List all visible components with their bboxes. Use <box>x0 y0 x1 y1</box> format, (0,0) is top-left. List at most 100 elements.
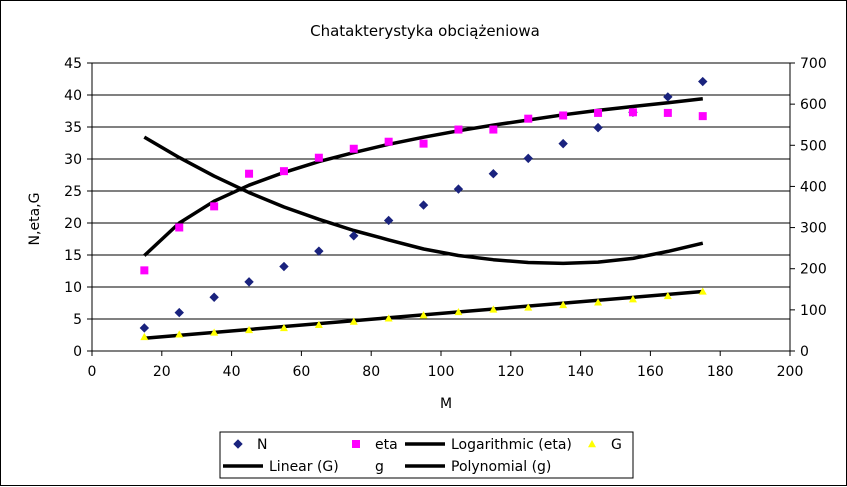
y-tick-label: 35 <box>64 120 82 136</box>
y-tick-label: 20 <box>64 216 82 232</box>
point-eta <box>454 125 463 134</box>
y-tick-label: 40 <box>64 88 82 104</box>
legend-marker-g <box>588 440 596 448</box>
point-n <box>523 153 533 164</box>
point-n <box>558 138 568 149</box>
point-g <box>419 311 428 319</box>
x-axis-label: M <box>440 396 452 412</box>
chart-title: Chatakterystyka obciążeniowa <box>310 22 540 40</box>
x-tick-label: 80 <box>362 364 380 380</box>
legend-label: eta <box>375 437 398 453</box>
point-g <box>279 323 288 332</box>
point-eta <box>210 202 219 211</box>
point-eta <box>489 125 498 134</box>
legend-label: G <box>611 437 622 453</box>
point-eta <box>140 266 149 275</box>
point-g <box>698 287 707 295</box>
point-n <box>349 231 359 241</box>
point-n <box>488 169 499 179</box>
y-tick-label: 25 <box>64 184 82 200</box>
x-tick-label: 60 <box>292 364 310 380</box>
trendlines <box>143 97 704 340</box>
x-tick-label: 160 <box>637 364 664 380</box>
point-eta <box>594 108 603 117</box>
point-g <box>524 303 533 311</box>
point-eta <box>349 144 358 153</box>
y2-tick-label: 700 <box>800 56 827 72</box>
legend-marker-eta <box>352 440 360 448</box>
trendline-logarithmic-eta <box>143 97 703 257</box>
point-g <box>454 307 463 316</box>
point-n <box>593 122 603 133</box>
legend-label: Logarithmic (eta) <box>451 437 572 453</box>
y-tick-label: 5 <box>73 312 82 328</box>
x-tick-label: 180 <box>707 364 734 380</box>
x-tick-label: 200 <box>777 364 804 380</box>
point-n <box>139 323 150 333</box>
point-g <box>628 295 637 303</box>
legend-label: Polynomial (g) <box>451 459 551 475</box>
point-n <box>279 261 289 272</box>
y2-tick-label: 600 <box>800 97 827 113</box>
point-eta <box>524 114 533 123</box>
point-n <box>383 215 394 226</box>
point-eta <box>314 153 323 162</box>
x-tick-label: 40 <box>223 364 241 380</box>
x-tick-label: 100 <box>428 364 455 380</box>
point-g <box>245 325 254 334</box>
y2-tick-labels: 0 100 200 300 400 500 600 700 <box>800 56 827 360</box>
axes <box>87 62 795 356</box>
y-axis-label: N,eta,G <box>27 193 43 246</box>
y2-tick-label: 400 <box>800 179 827 195</box>
point-g <box>663 291 672 300</box>
point-n <box>453 184 464 194</box>
y-tick-label: 10 <box>64 280 82 296</box>
point-g <box>594 298 603 306</box>
x-tick-labels: 0 20 40 60 80 100 120 140 160 180 200 <box>88 364 804 380</box>
point-eta <box>245 169 254 178</box>
x-tick-label: 140 <box>567 364 594 380</box>
y2-tick-label: 200 <box>800 262 827 278</box>
point-eta <box>698 112 707 121</box>
point-g <box>140 332 149 341</box>
point-g <box>210 328 219 336</box>
y2-tick-label: 500 <box>800 138 827 154</box>
x-tick-label: 20 <box>153 364 171 380</box>
point-eta <box>419 139 428 148</box>
x-tick-label: 120 <box>497 364 524 380</box>
point-n <box>418 200 429 210</box>
point-eta <box>175 223 184 232</box>
legend-label: N <box>257 437 267 453</box>
point-g <box>175 330 184 338</box>
point-eta <box>279 167 288 176</box>
legend-box <box>219 431 634 479</box>
point-g <box>559 300 568 309</box>
point-n <box>244 277 254 287</box>
y-tick-labels: 0 5 10 15 20 25 30 35 40 45 <box>64 56 82 360</box>
point-n <box>663 92 673 102</box>
y-tick-label: 45 <box>64 56 82 72</box>
point-g <box>314 320 323 328</box>
data-points <box>139 76 708 341</box>
point-g <box>349 317 358 325</box>
point-g <box>384 314 393 322</box>
y-tick-label: 30 <box>64 152 82 168</box>
point-n <box>174 307 184 318</box>
point-eta <box>559 111 568 120</box>
point-eta <box>663 108 672 117</box>
x-tick-label: 0 <box>88 364 97 380</box>
gridlines <box>92 62 790 320</box>
y-tick-label: 0 <box>73 344 82 360</box>
y-tick-label: 15 <box>64 248 82 264</box>
legend-label: Linear (G) <box>269 459 339 475</box>
point-n <box>209 292 219 302</box>
point-n <box>314 246 324 256</box>
point-g <box>489 305 498 313</box>
point-n <box>698 76 708 87</box>
legend-marker-n <box>233 439 243 449</box>
y2-tick-label: 0 <box>800 344 809 360</box>
point-eta <box>384 137 393 146</box>
